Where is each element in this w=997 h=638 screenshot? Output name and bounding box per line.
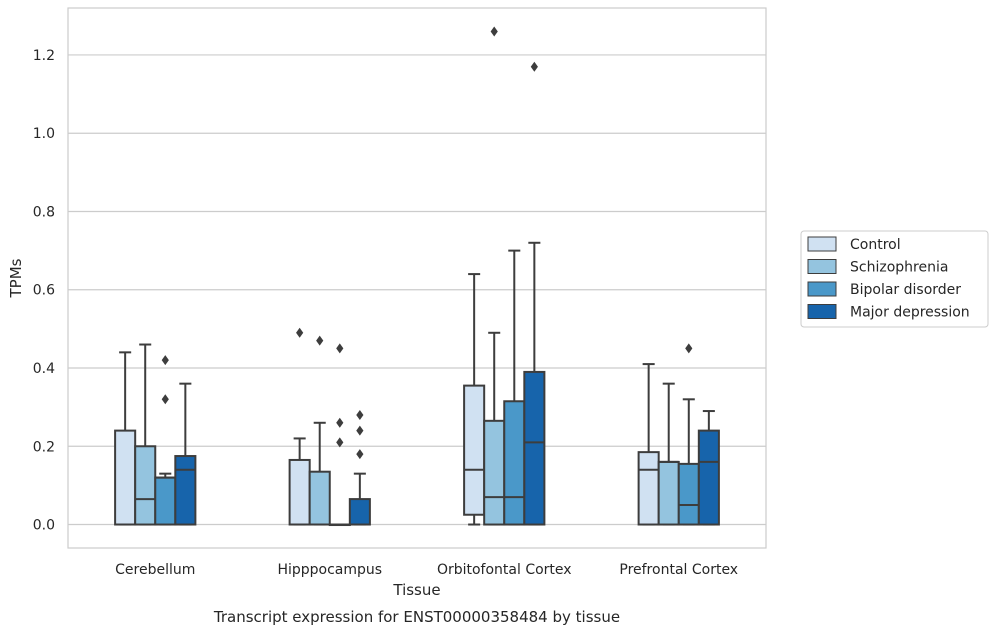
box-3-0	[637, 363, 660, 526]
legend-label: Control	[850, 237, 901, 253]
box-1-2	[328, 343, 351, 527]
y-axis-label: TPMs	[7, 258, 25, 298]
outlier-point	[530, 61, 538, 72]
y-tick-label: 1.0	[33, 126, 55, 142]
box-3-1	[657, 382, 680, 526]
box-body	[308, 470, 331, 526]
legend-label: Bipolar disorder	[850, 282, 961, 298]
y-tick-labels: 0.0 0.2 0.4 0.6 0.8 1.0 1.2	[33, 48, 55, 534]
box-body	[174, 455, 197, 526]
legend-label: Schizophrenia	[850, 260, 948, 276]
legend-label: Major depression	[850, 305, 970, 321]
outlier-point	[161, 394, 169, 405]
box-body	[288, 458, 311, 526]
box-body	[523, 370, 546, 526]
box-3-3	[697, 410, 720, 526]
x-tick-label: Cerebellum	[115, 562, 195, 578]
outlier-point	[316, 335, 324, 346]
box-0-3	[174, 382, 197, 526]
box-body	[637, 451, 660, 526]
box-body	[463, 384, 486, 516]
box-3-2	[677, 343, 700, 526]
chart-caption: Transcript expression for ENST0000035848…	[213, 608, 620, 626]
box-0-2	[154, 355, 177, 526]
outlier-point	[356, 409, 364, 420]
x-tick-label: Prefrontal Cortex	[619, 562, 738, 578]
outlier-point	[336, 343, 344, 354]
box-2-1	[483, 26, 506, 526]
y-tick-label: 0.8	[33, 204, 55, 220]
legend: Control Schizophrenia Bipolar disorder Majo…	[800, 230, 989, 328]
box-1-1	[308, 335, 331, 526]
outlier-point	[685, 343, 693, 354]
outlier-point	[490, 26, 498, 37]
x-tick-label: Orbitofontal Cortex	[437, 562, 572, 578]
outlier-point	[296, 327, 304, 338]
box-body	[483, 419, 506, 526]
y-tick-label: 1.2	[33, 48, 55, 64]
legend-swatch	[807, 281, 837, 297]
box-body	[348, 498, 371, 526]
box-1-0	[288, 327, 311, 526]
outlier-point	[161, 355, 169, 366]
plot-frame	[67, 7, 767, 549]
outlier-point	[336, 417, 344, 428]
box-body	[503, 400, 526, 526]
x-tick-label: Hipppocampus	[277, 562, 382, 578]
legend-frame	[800, 230, 989, 328]
box-body	[697, 429, 720, 526]
gridlines	[68, 54, 766, 526]
boxes	[114, 26, 720, 527]
outlier-point	[356, 425, 364, 436]
x-tick-labels: Cerebellum Hipppocampus Orbitofontal Corte…	[115, 562, 738, 578]
y-tick-label: 0.0	[33, 518, 55, 534]
box-body	[677, 462, 700, 526]
outlier-point	[356, 449, 364, 460]
box-2-2	[503, 249, 526, 526]
box-0-1	[134, 343, 157, 526]
box-body	[657, 460, 680, 526]
legend-swatch	[807, 259, 837, 274]
box-1-3	[348, 409, 371, 526]
y-tick-label: 0.6	[33, 283, 55, 299]
outlier-point	[336, 437, 344, 448]
box-2-0	[463, 273, 486, 526]
box-2-3	[523, 61, 546, 526]
legend-swatch	[807, 236, 837, 252]
box-0-0	[114, 351, 137, 526]
y-tick-label: 0.2	[33, 439, 55, 455]
legend-swatch	[807, 304, 837, 319]
y-tick-label: 0.4	[33, 361, 55, 377]
x-axis-label: Tissue	[392, 581, 440, 599]
box-body	[114, 429, 137, 526]
box-body	[154, 476, 177, 526]
box-body	[134, 445, 157, 526]
